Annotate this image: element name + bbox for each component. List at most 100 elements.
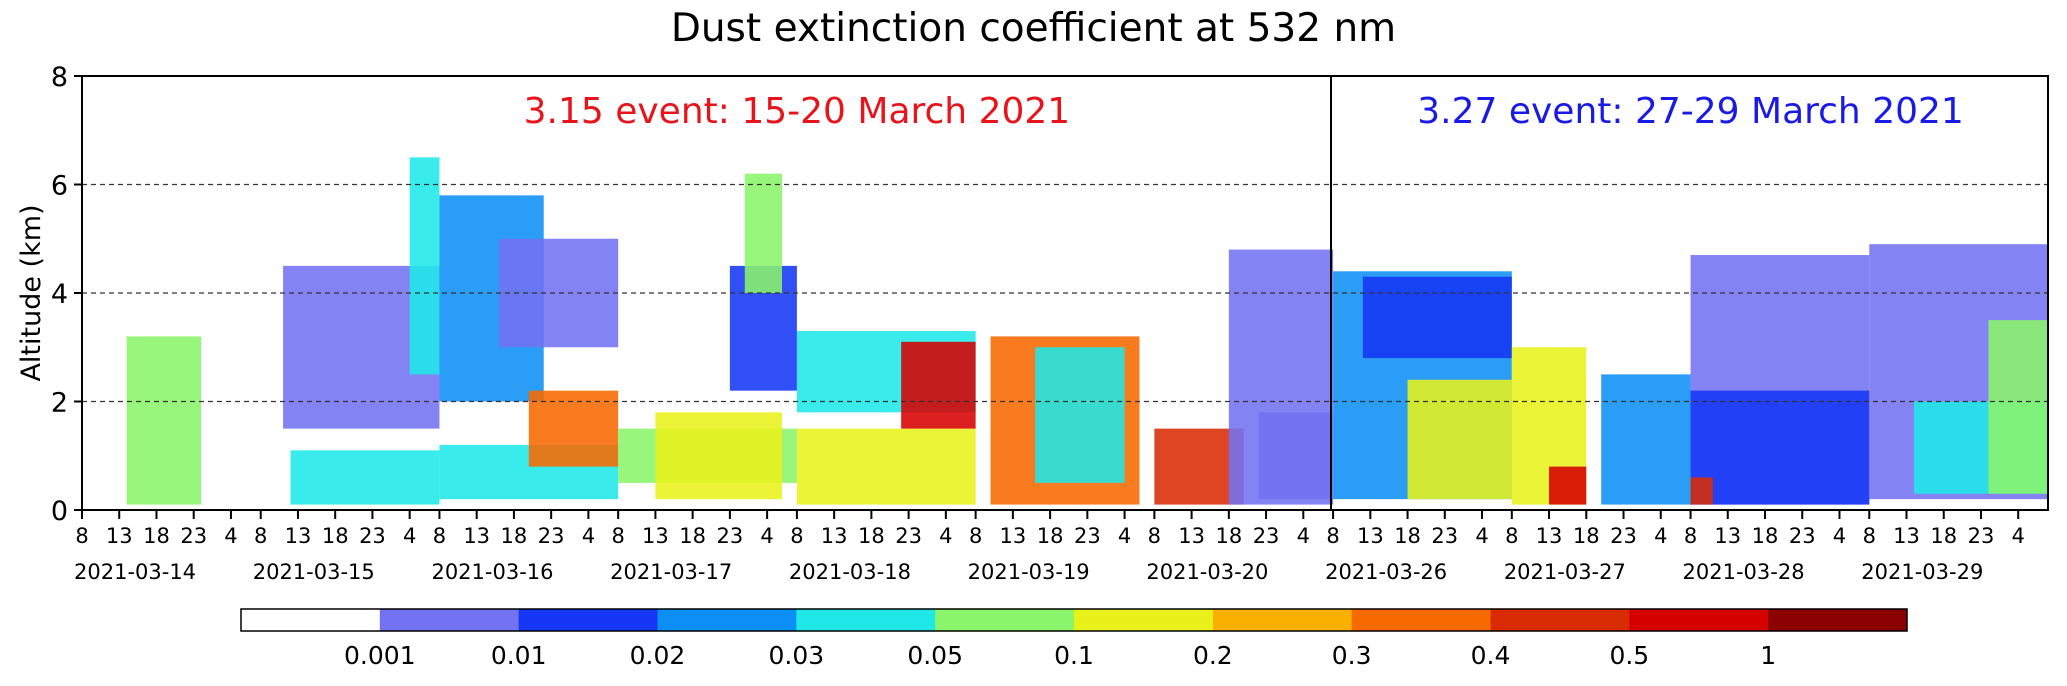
event-labels: 3.15 event: 15-20 March 2021 3.27 event: … — [524, 91, 1964, 132]
x-tick-label-2-4: 4 — [582, 524, 595, 548]
x-tick-label-3-0: 8 — [611, 524, 624, 548]
colorbar-label-9: 0.5 — [1609, 641, 1649, 670]
x-tick-label-5-3: 23 — [1074, 524, 1101, 548]
y-tick-label-1: 2 — [51, 388, 68, 419]
x-tick-label-6-0: 8 — [1148, 524, 1161, 548]
dust-feature-3 — [409, 157, 440, 375]
dust-feature-19 — [1258, 412, 1334, 500]
colorbar: 0.001 0.01 0.02 0.03 0.05 0.1 0.2 0.3 0.4 0.5 1 — [240, 608, 1908, 670]
date-label-1: 2021-03-15 — [253, 560, 375, 584]
x-tick-label-6-3: 23 — [1253, 524, 1280, 548]
colorbar-segment-8 — [1351, 609, 1491, 631]
x-tick-label-8-3: 23 — [1610, 524, 1637, 548]
y-tick-label-2: 4 — [51, 279, 68, 310]
dust-feature-28 — [1690, 477, 1713, 505]
colorbar-segment-10 — [1629, 609, 1769, 631]
x-tick-label-4-0: 8 — [790, 524, 803, 548]
colorbar-segment-4 — [796, 609, 936, 631]
x-tick-label-9-4: 4 — [1833, 524, 1846, 548]
x-tick-label-9-3: 23 — [1789, 524, 1816, 548]
dust-feature-25 — [1601, 374, 1691, 505]
x-tick-label-8-2: 18 — [1573, 524, 1600, 548]
y-axis: 0 2 4 6 8 — [51, 62, 82, 527]
date-label-0: 2021-03-14 — [74, 560, 196, 584]
x-tick-label-2-0: 8 — [433, 524, 446, 548]
event-label-1: 3.27 event: 27-29 March 2021 — [1417, 91, 1964, 132]
x-tick-label-3-1: 13 — [642, 524, 669, 548]
dust-feature-6 — [528, 390, 619, 467]
x-tick-label-1-1: 13 — [285, 524, 312, 548]
colorbar-frame — [240, 608, 1908, 632]
x-tick-label-6-1: 13 — [1178, 524, 1205, 548]
x-tick-label-6-2: 18 — [1215, 524, 1242, 548]
colorbar-segment-1 — [379, 609, 520, 631]
x-tick-label-1-0: 8 — [254, 524, 267, 548]
dust-feature-12 — [796, 428, 976, 505]
x-tick-label-3-4: 4 — [760, 524, 773, 548]
date-label-3: 2021-03-17 — [610, 560, 732, 584]
x-tick-label-10-4: 4 — [2012, 524, 2025, 548]
x-tick-label-3-2: 18 — [679, 524, 706, 548]
colorbar-segment-9 — [1490, 609, 1630, 631]
colorbar-label-2: 0.02 — [630, 641, 686, 670]
dust-feature-14 — [901, 341, 976, 429]
colorbar-label-3: 0.03 — [768, 641, 824, 670]
y-tick-label-0: 0 — [51, 496, 68, 527]
x-tick-label-4-2: 18 — [858, 524, 885, 548]
colorbar-label-5: 0.1 — [1054, 641, 1094, 670]
dust-feature-22 — [1362, 276, 1512, 359]
dust-feature-31 — [1988, 320, 2048, 494]
colorbar-label-0: 0.001 — [344, 641, 416, 670]
x-tick-label-4-3: 23 — [895, 524, 922, 548]
date-label-10: 2021-03-29 — [1861, 560, 1983, 584]
dust-feature-21 — [1407, 379, 1512, 500]
date-label-4: 2021-03-18 — [789, 560, 911, 584]
x-tick-label-0-3: 23 — [180, 524, 207, 548]
x-tick-label-10-1: 13 — [1893, 524, 1920, 548]
dust-feature-11 — [744, 173, 783, 293]
x-tick-label-4-1: 13 — [821, 524, 848, 548]
x-tick-label-1-4: 4 — [403, 524, 416, 548]
x-tick-label-0-2: 18 — [143, 524, 170, 548]
date-label-6: 2021-03-20 — [1146, 560, 1268, 584]
dust-feature-1 — [290, 450, 440, 505]
x-tick-label-9-2: 18 — [1752, 524, 1779, 548]
colorbar-segment-11 — [1768, 609, 1908, 631]
x-tick-label-5-4: 4 — [1118, 524, 1131, 548]
colorbar-label-6: 0.2 — [1193, 641, 1233, 670]
x-tick-label-8-4: 4 — [1654, 524, 1667, 548]
x-tick-label-8-1: 13 — [1536, 524, 1563, 548]
x-tick-label-2-2: 18 — [501, 524, 528, 548]
date-label-5: 2021-03-19 — [968, 560, 1090, 584]
date-label-2: 2021-03-16 — [431, 560, 553, 584]
dust-feature-0 — [126, 336, 202, 505]
x-tick-label-2-3: 23 — [538, 524, 565, 548]
colorbar-segment-6 — [1074, 609, 1214, 631]
dust-feature-27 — [1690, 390, 1870, 505]
x-tick-label-5-2: 18 — [1037, 524, 1064, 548]
colorbar-segment-5 — [935, 609, 1075, 631]
colorbar-segment-0 — [241, 609, 381, 631]
colorbar-segment-3 — [657, 609, 797, 631]
x-tick-label-10-0: 8 — [1863, 524, 1876, 548]
chart-title: Dust extinction coefficient at 532 nm — [670, 6, 1397, 51]
x-tick-label-4-4: 4 — [939, 524, 952, 548]
date-label-9: 2021-03-28 — [1683, 560, 1805, 584]
y-axis-label: Altitude (km) — [16, 204, 47, 381]
x-tick-label-1-2: 18 — [322, 524, 349, 548]
x-tick-label-7-0: 8 — [1326, 524, 1339, 548]
dust-feature-9 — [655, 412, 783, 500]
colorbar-label-8: 0.4 — [1471, 641, 1511, 670]
x-tick-label-10-2: 18 — [1930, 524, 1957, 548]
x-tick-label-7-2: 18 — [1394, 524, 1421, 548]
colorbar-label-10: 1 — [1760, 641, 1776, 670]
grid-layer — [82, 183, 2048, 403]
date-label-7: 2021-03-26 — [1325, 560, 1447, 584]
x-tick-label-7-4: 4 — [1475, 524, 1488, 548]
x-tick-label-0-0: 8 — [75, 524, 88, 548]
x-tick-label-2-1: 13 — [463, 524, 490, 548]
y-tick-label-3: 6 — [51, 171, 68, 202]
x-tick-label-9-1: 13 — [1714, 524, 1741, 548]
x-axis: 8 13 18 23 4 2021-03-14 8 13 18 23 4 2021-03-15 8 13 1… — [74, 510, 2025, 584]
